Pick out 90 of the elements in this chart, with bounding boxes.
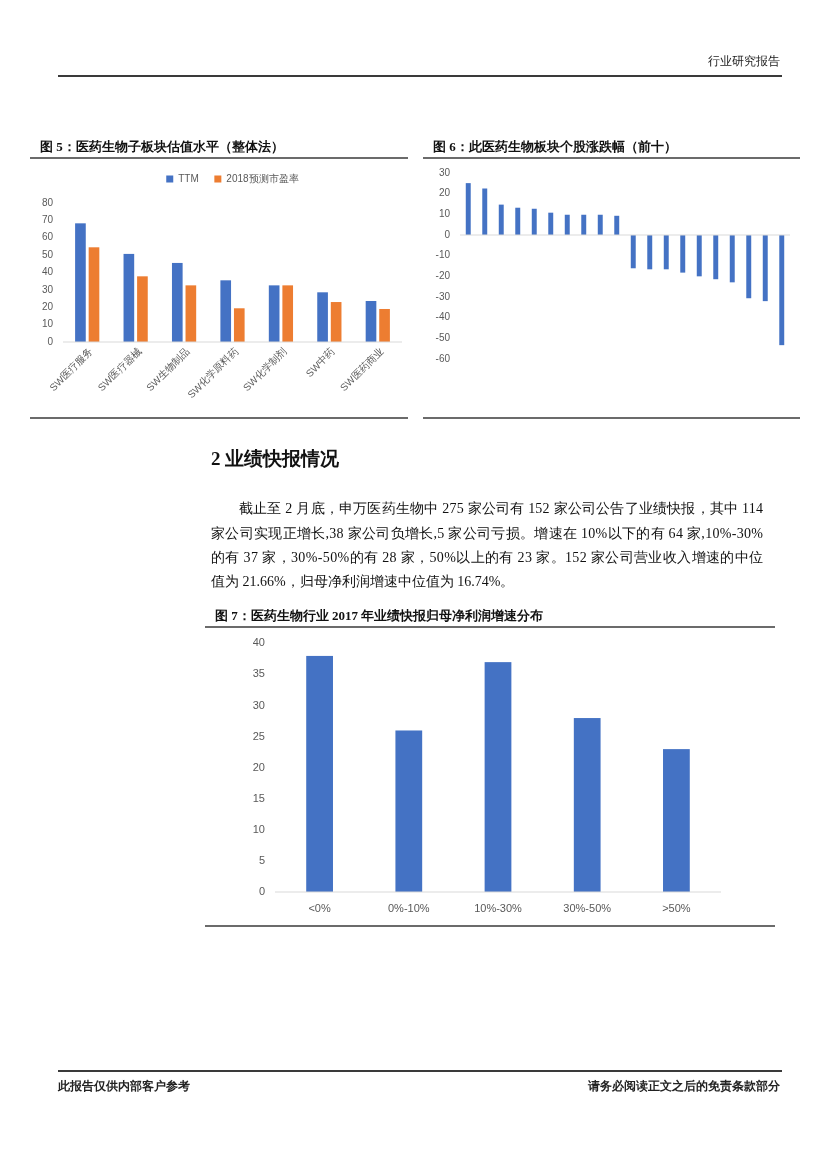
x-tick-label: 0%-10% [388,901,430,914]
text: 值为 21.66%，归母净利润增速中位值为 16.74%。 [211,574,515,590]
bar [123,253,135,342]
bar [317,292,328,342]
y-tick-label: 0 [444,228,451,240]
y-tick-label: 25 [252,729,265,742]
y-tick-label: 5 [258,853,265,866]
chart-title: 图 5：医药生物子板块估值水平（整体法） [40,138,284,154]
bar [75,223,86,342]
y-tick-label: 10 [252,822,265,835]
x-tick-label: SW化学制剂 [240,345,289,393]
y-tick-label: -20 [435,269,451,281]
bar [498,204,504,235]
bar [482,188,488,235]
bar [573,718,601,892]
bar [233,308,245,342]
bar [630,235,636,269]
bar [614,215,620,235]
y-tick-label: 15 [252,791,265,804]
bar [746,235,752,299]
x-tick-label: 10%-30% [474,901,523,914]
bar [185,285,197,342]
bar [515,207,521,235]
bar [484,662,512,892]
y-tick-label: 30 [438,166,451,178]
bar [268,285,280,342]
text: 的有 37 家，30%-50%的有 28 家，50%以上的有 23 家。152 家公司营业收入增速的中位 [211,550,763,566]
chart-title: 图 7：医药生物行业 2017 年业绩快报归母净利润增速分布 [215,607,544,623]
y-tick-label: 40 [252,636,265,649]
bar [597,214,603,235]
bar [137,276,148,342]
y-tick-label: 30 [41,283,54,295]
x-tick-label: SW医疗器械 [95,345,143,393]
bar [282,285,294,342]
bar [548,212,554,235]
bar [663,235,669,270]
bar [379,308,390,342]
x-tick-label: 30%-50% [563,901,612,914]
x-tick-label: SW医药商业 [337,345,386,393]
y-tick-label: 30 [252,698,265,711]
y-tick-label: -30 [435,290,451,302]
y-tick-label: 40 [41,266,54,278]
bar [647,235,653,270]
bar [88,247,100,342]
bar [465,183,471,235]
text: 行业研究报告 [708,53,780,68]
text: 家公司实现正增长,38 家公司负增长,5 家公司亏损。增速在 10%以下的有 64 家,10%-30% [211,526,764,542]
y-tick-label: -40 [435,311,451,323]
bar [564,214,570,235]
bar [713,235,719,280]
bar [762,235,768,302]
bar [680,235,686,273]
bar [330,302,342,342]
x-tick-label: >50% [662,901,691,914]
text: 此报告仅供内部客户参考 [57,1078,190,1093]
y-tick-label: 60 [41,231,54,243]
bar [663,749,690,892]
legend-label: TTM [178,172,199,184]
y-tick-label: 20 [252,760,265,773]
legend-label: 2018预测市盈率 [226,172,299,184]
bar [171,262,183,342]
bar [729,235,735,283]
y-tick-label: 35 [252,667,265,680]
y-tick-label: 70 [41,214,54,226]
y-tick-label: 20 [41,300,54,312]
text: 截止至 2 月底，申万医药生物中 275 家公司有 152 家公司公告了业绩快报，其中 114 [239,501,763,517]
bar [365,301,377,342]
bar [395,730,423,892]
y-tick-label: 80 [41,196,54,208]
bar [306,655,333,892]
bar [696,235,702,277]
y-tick-label: 10 [438,207,451,219]
y-tick-label: 20 [438,187,451,199]
x-tick-label: <0% [308,901,331,914]
y-tick-label: -10 [435,249,451,261]
bar [779,235,785,346]
y-tick-label: 50 [41,248,54,260]
x-tick-label: SW中药 [303,345,337,379]
x-tick-label: SW医疗服务 [47,345,95,393]
y-tick-label: 0 [258,884,265,897]
y-tick-label: 0 [47,335,54,347]
bar [531,208,537,235]
text: 请务必阅读正文之后的免责条款部分 [587,1078,781,1093]
bar [220,280,232,342]
text: 2 业绩快报情况 [211,448,341,470]
y-tick-label: -60 [435,352,451,364]
y-tick-label: 10 [41,318,54,330]
bar [581,214,587,235]
y-tick-label: -50 [435,331,451,343]
chart-title: 图 6：此医药生物板块个股涨跌幅（前十） [433,138,677,154]
